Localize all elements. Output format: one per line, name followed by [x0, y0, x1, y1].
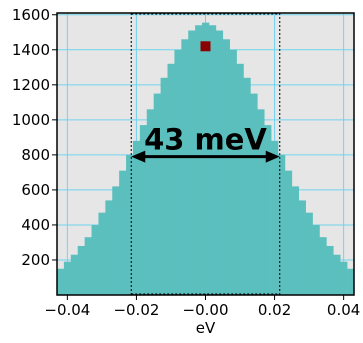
- histogram-bar: [119, 170, 127, 295]
- fwhm-guide-lines: [130, 13, 281, 295]
- histogram-bar: [98, 212, 106, 295]
- histogram-bar: [347, 268, 355, 295]
- y-tick-label: 800: [21, 146, 50, 164]
- histogram-bar: [222, 39, 230, 296]
- y-tick-label: 1400: [12, 41, 50, 59]
- histogram-bar: [139, 125, 148, 295]
- y-tick-label: 1000: [12, 111, 50, 129]
- x-tick-label: 0.02: [258, 301, 291, 319]
- histogram-bar: [215, 30, 224, 295]
- histogram-bar: [291, 186, 300, 295]
- histogram-bar: [105, 200, 113, 295]
- y-tick-label: 1200: [12, 76, 50, 94]
- histogram-bar: [305, 212, 313, 295]
- histogram-bar: [326, 245, 334, 295]
- fwhm-annotation: 43 meV: [144, 123, 267, 157]
- fwhm-arrow: [131, 150, 280, 163]
- fwhm-arrow-head-left: [131, 150, 146, 163]
- x-axis-label: eV: [196, 319, 216, 337]
- histogram-bar: [264, 125, 272, 295]
- histogram-bar: [208, 25, 217, 296]
- histogram-bar: [126, 154, 134, 295]
- x-tick-label: −0.00: [183, 301, 229, 319]
- x-tick-label: 0.04: [327, 301, 360, 319]
- histogram-bar: [312, 224, 320, 295]
- x-tick-label: −0.04: [44, 301, 90, 319]
- histogram-bar: [132, 140, 141, 295]
- histogram-bars: [57, 22, 355, 296]
- y-tick-label: 200: [21, 251, 50, 269]
- histogram-bar: [229, 49, 237, 295]
- histogram-bar: [298, 200, 306, 295]
- histogram-bar: [319, 237, 327, 295]
- histogram-bar: [257, 109, 265, 295]
- y-tick-label: 600: [21, 181, 50, 199]
- histogram-bar: [250, 93, 258, 295]
- histogram-bar: [188, 30, 196, 295]
- peak-marker: [200, 41, 211, 52]
- histogram-bar: [236, 63, 244, 296]
- histogram-bar: [271, 140, 279, 295]
- histogram-bar: [146, 109, 154, 295]
- histogram-bar: [57, 268, 65, 295]
- histogram-bar: [278, 154, 286, 295]
- histogram-bar: [243, 77, 251, 295]
- histogram-bar: [174, 49, 182, 295]
- y-tick-label: 400: [21, 216, 50, 234]
- y-tick-label: 1600: [12, 6, 50, 24]
- x-axis-ticks: −0.04 −0.02 −0.00 0.02 0.04: [44, 295, 360, 319]
- histogram-bar: [340, 261, 348, 295]
- histogram-bar: [167, 63, 175, 296]
- histogram-bar: [333, 254, 341, 295]
- x-tick-label: −0.02: [113, 301, 159, 319]
- histogram-bar: [202, 22, 210, 295]
- histogram-bar: [84, 237, 92, 295]
- histogram-bar: [195, 25, 203, 296]
- histogram-bar: [160, 77, 168, 295]
- histogram-bar: [91, 224, 99, 295]
- histogram-bar: [112, 186, 120, 295]
- histogram-bar: [77, 245, 85, 295]
- histogram-bar: [181, 39, 189, 296]
- histogram-bar: [284, 170, 293, 295]
- histogram-bar: [153, 93, 161, 295]
- histogram-bar: [70, 254, 79, 295]
- y-axis-ticks: 200 400 600 800 1000 1200 1400 1600: [12, 6, 57, 269]
- fwhm-arrow-head-right: [265, 150, 280, 163]
- histogram-bar: [63, 261, 72, 295]
